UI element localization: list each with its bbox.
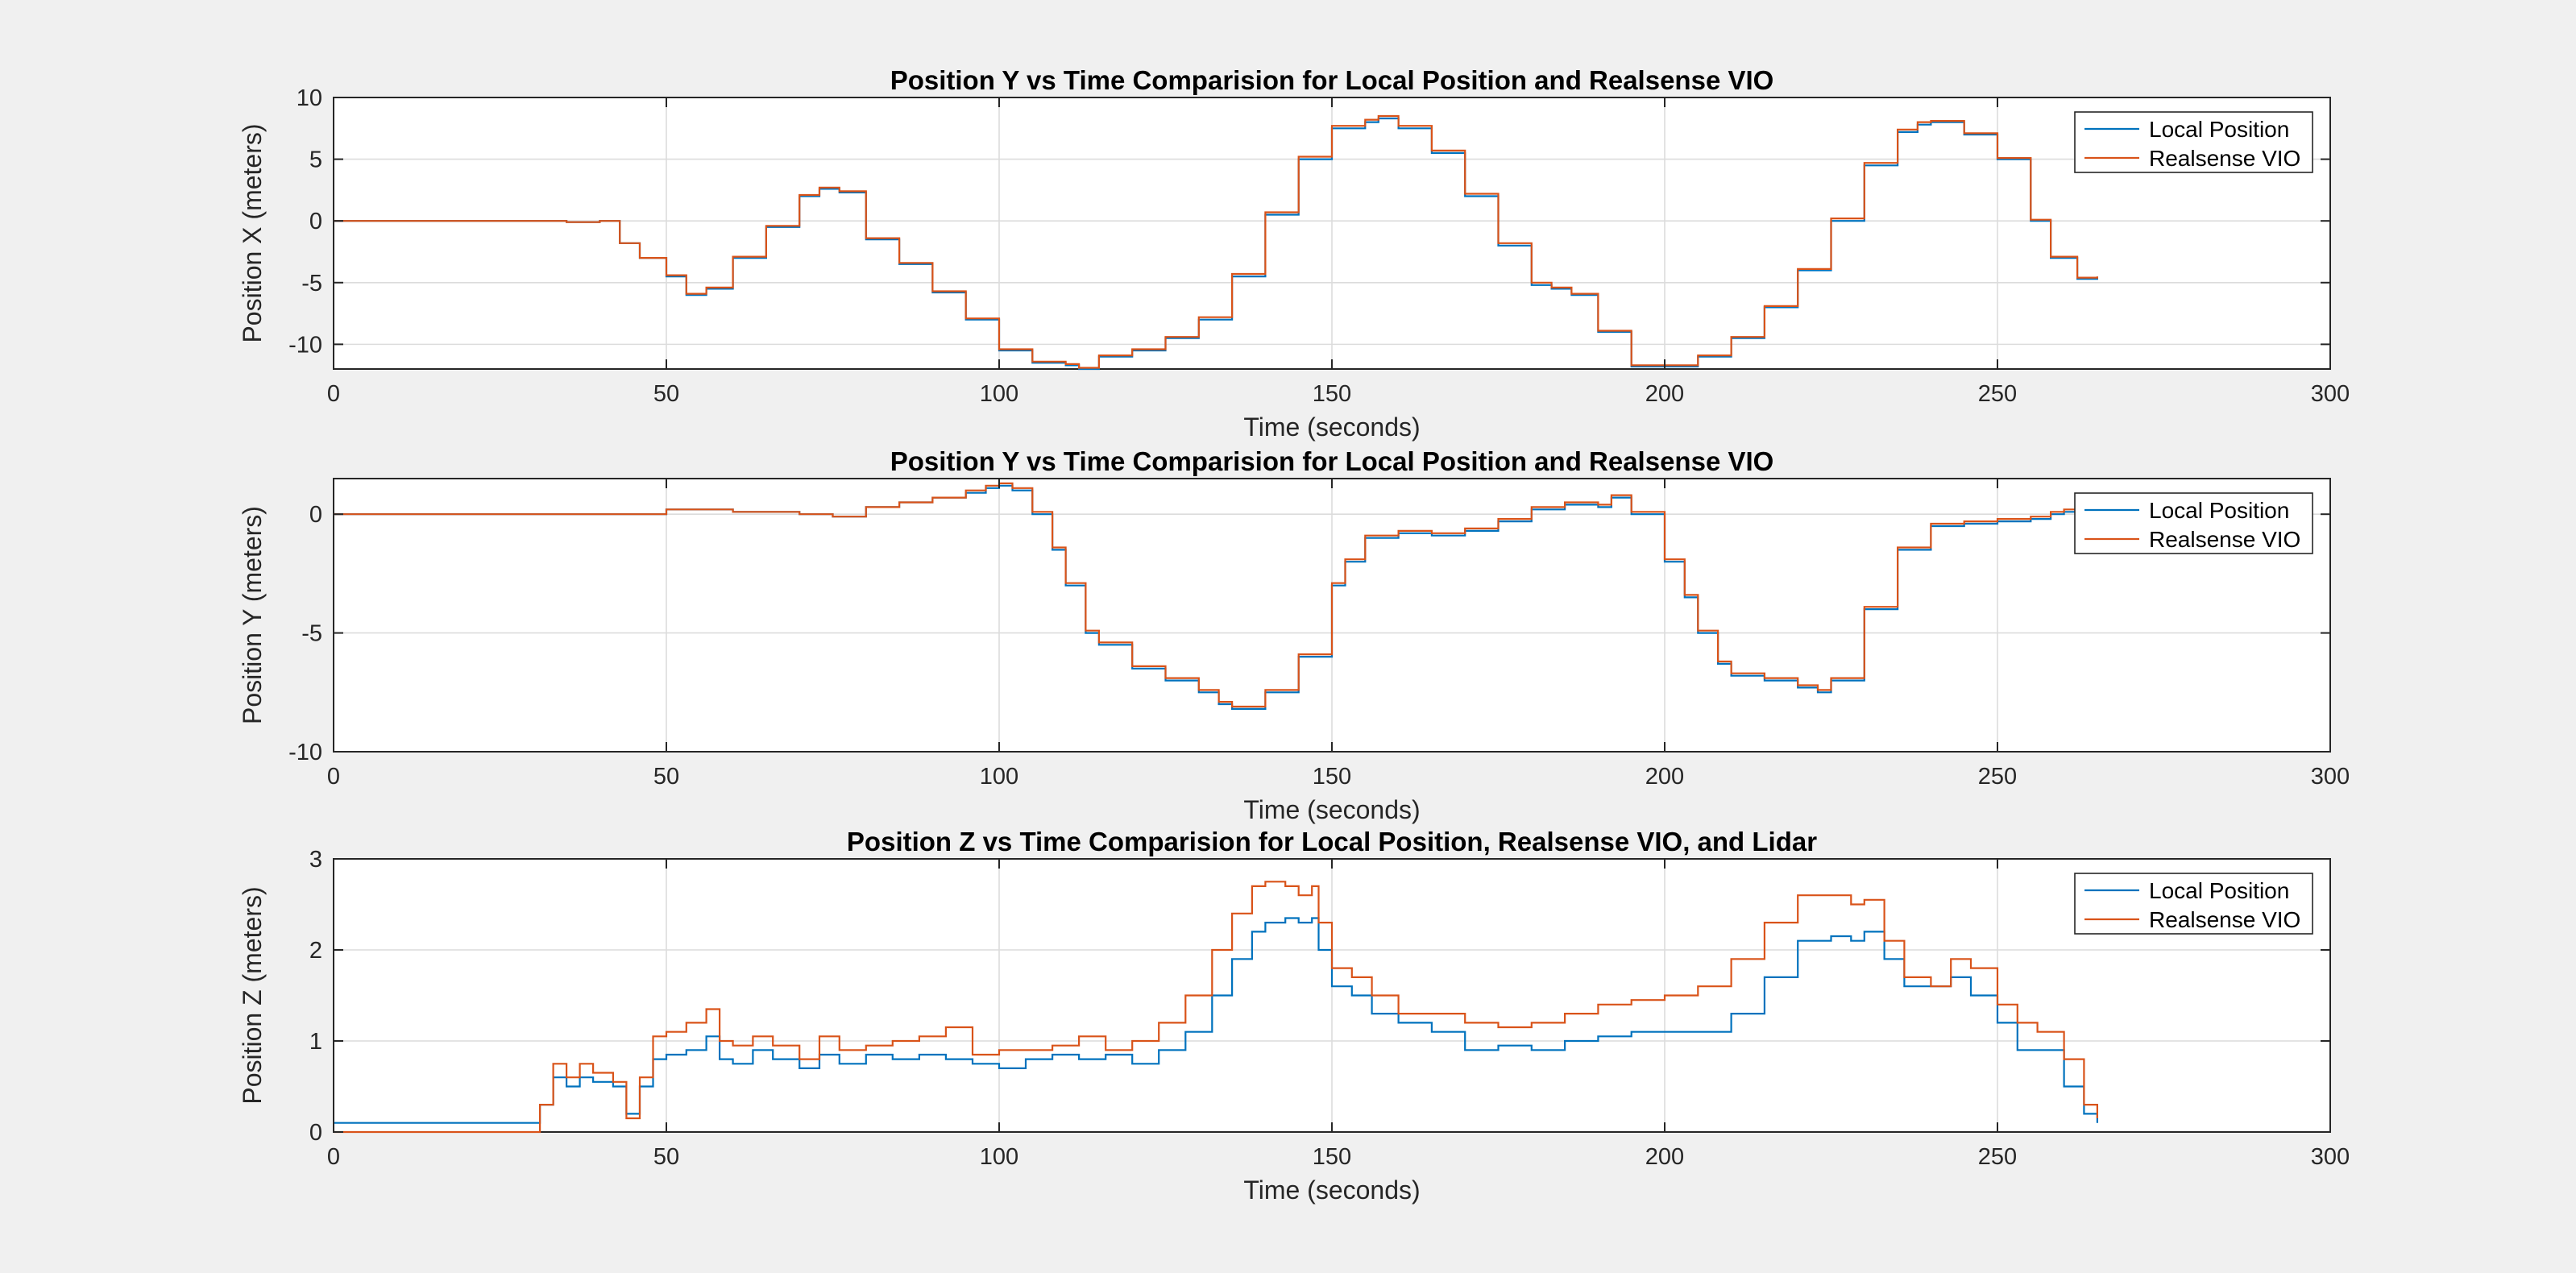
x-tick-label: 0 xyxy=(327,381,340,407)
x-axis-label: Time (seconds) xyxy=(1243,413,1420,442)
chart-title: Position Z vs Time Comparision for Local… xyxy=(847,827,1817,856)
panel-position-y: 0 50 100 150 200 250 300 -10 -5 0 Position Y vs T… xyxy=(238,446,2350,824)
x-tick-label: 300 xyxy=(2311,381,2350,407)
x-tick-label: 150 xyxy=(1313,381,1351,407)
series-line-realsense-vio xyxy=(334,482,2098,708)
series-lines xyxy=(334,482,2098,710)
legend: Local Position Realsense VIO xyxy=(2074,873,2313,935)
tick-marks: 0 50 100 150 200 250 300 0 1 2 3 xyxy=(309,847,2350,1170)
x-tick-label: 50 xyxy=(653,381,679,407)
x-tick-label: 0 xyxy=(327,764,340,790)
y-axis-label: Position Z (meters) xyxy=(238,886,267,1104)
x-tick-label: 200 xyxy=(1645,764,1684,790)
x-tick-label: 200 xyxy=(1645,1144,1684,1170)
legend-label-realsense-vio: Realsense VIO xyxy=(2149,146,2300,171)
y-tick-label: 1 xyxy=(309,1029,322,1055)
x-tick-label: 150 xyxy=(1313,1144,1351,1170)
y-tick-label: 3 xyxy=(309,847,322,873)
legend-box xyxy=(2074,873,2313,935)
y-axis-label: Position Y (meters) xyxy=(238,506,267,724)
y-tick-label: 0 xyxy=(309,1120,322,1146)
series-lines xyxy=(334,114,2098,371)
y-tick-label: 5 xyxy=(309,147,322,173)
x-tick-label: 50 xyxy=(653,764,679,790)
series-line-realsense-vio xyxy=(334,114,2098,369)
legend-label-local-position: Local Position xyxy=(2149,878,2289,903)
legend-label-realsense-vio: Realsense VIO xyxy=(2149,527,2300,552)
panel-position-x: 0 50 100 150 200 250 300 -10 -5 0 5 10 Position Y v… xyxy=(238,65,2350,442)
legend-box xyxy=(2074,492,2313,554)
x-tick-label: 200 xyxy=(1645,381,1684,407)
legend-label-realsense-vio: Realsense VIO xyxy=(2149,907,2300,932)
tick-marks: 0 50 100 150 200 250 300 -10 -5 0 5 10 xyxy=(288,85,2350,407)
y-tick-label: 0 xyxy=(309,209,322,234)
y-tick-label: 0 xyxy=(309,502,322,528)
y-axis-label: Position X (meters) xyxy=(238,123,267,342)
panel-position-z: 0 50 100 150 200 250 300 0 1 2 3 Position Z vs Tim… xyxy=(238,827,2350,1205)
legend: Local Position Realsense VIO xyxy=(2074,111,2313,173)
legend-label-local-position: Local Position xyxy=(2149,117,2289,142)
x-tick-label: 300 xyxy=(2311,1144,2350,1170)
y-tick-label: -5 xyxy=(301,621,322,647)
x-tick-label: 100 xyxy=(980,764,1018,790)
legend: Local Position Realsense VIO xyxy=(2074,492,2313,554)
legend-box xyxy=(2074,111,2313,173)
x-tick-label: 0 xyxy=(327,1144,340,1170)
series-line-local-position xyxy=(334,917,2098,1124)
y-tick-label: 10 xyxy=(297,85,322,111)
x-tick-label: 100 xyxy=(980,381,1018,407)
x-tick-label: 100 xyxy=(980,1144,1018,1170)
x-tick-label: 250 xyxy=(1978,764,2017,790)
x-tick-label: 50 xyxy=(653,1144,679,1170)
x-tick-label: 150 xyxy=(1313,764,1351,790)
y-tick-label: -5 xyxy=(301,271,322,296)
y-tick-label: -10 xyxy=(288,332,322,358)
series-lines xyxy=(334,881,2098,1134)
x-axis-label: Time (seconds) xyxy=(1243,1176,1420,1205)
x-tick-label: 250 xyxy=(1978,1144,2017,1170)
tick-marks: 0 50 100 150 200 250 300 -10 -5 0 xyxy=(288,479,2350,790)
x-axis-label: Time (seconds) xyxy=(1243,795,1420,824)
x-tick-label: 250 xyxy=(1978,381,2017,407)
y-tick-label: 2 xyxy=(309,938,322,964)
legend-label-local-position: Local Position xyxy=(2149,498,2289,523)
x-tick-label: 300 xyxy=(2311,764,2350,790)
chart-title: Position Y vs Time Comparision for Local… xyxy=(890,65,1774,95)
y-tick-label: -10 xyxy=(288,740,322,765)
chart-title: Position Y vs Time Comparision for Local… xyxy=(890,446,1774,476)
series-line-realsense-vio xyxy=(334,881,2098,1134)
